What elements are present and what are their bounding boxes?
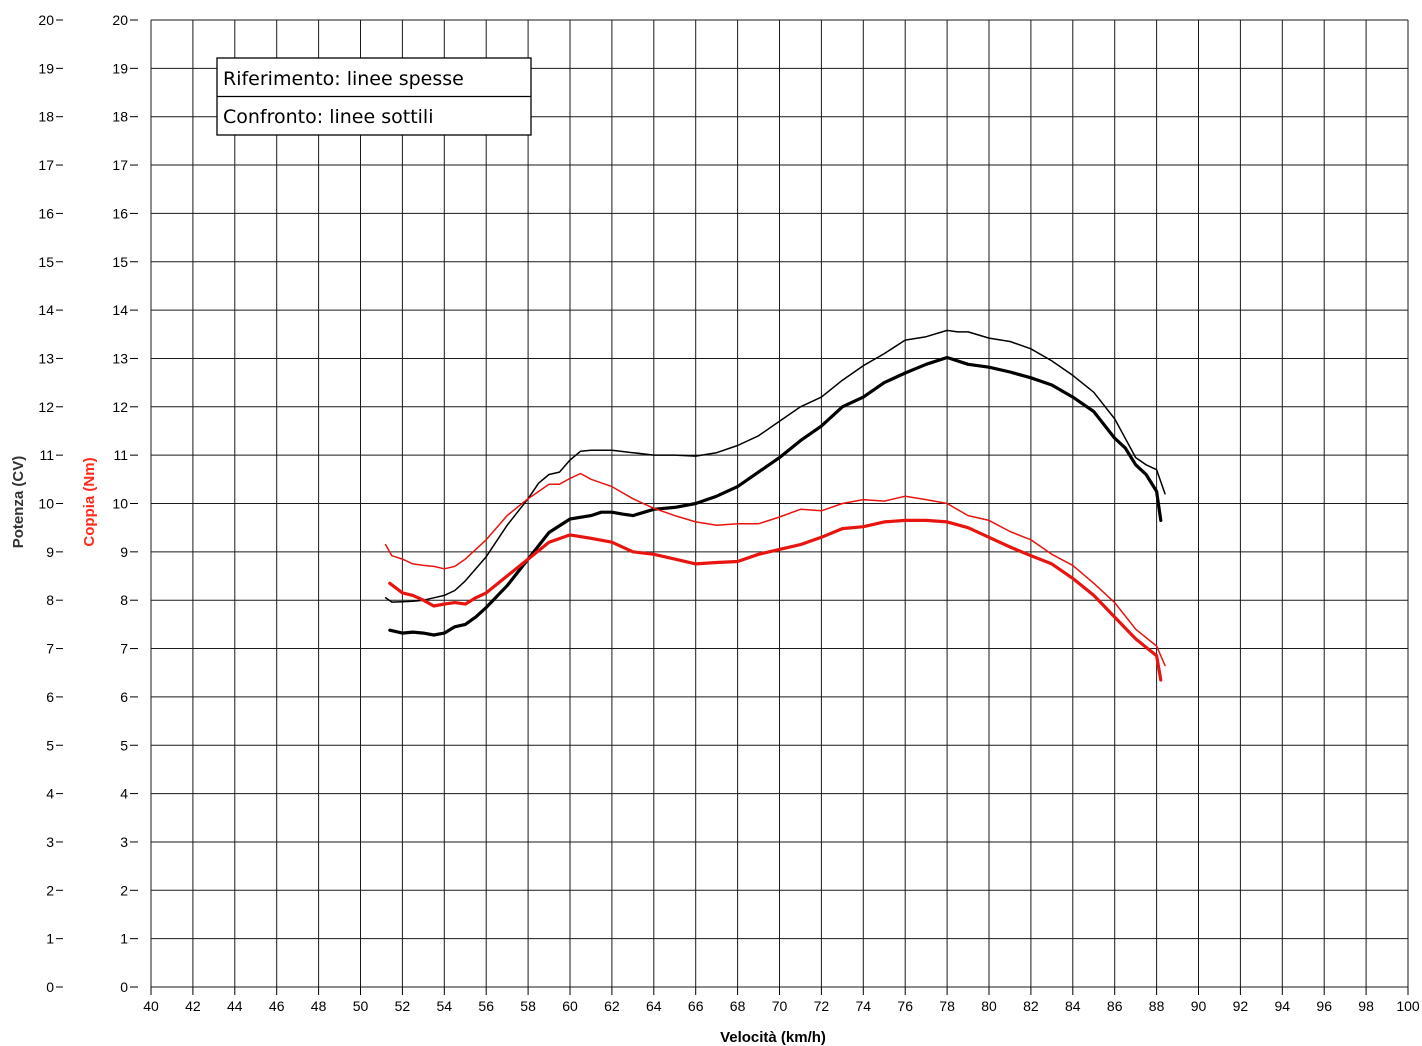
torque-tick-label: 13	[112, 350, 128, 366]
torque-tick-label: 5	[120, 737, 128, 753]
x-tick-label: 50	[353, 998, 369, 1014]
x-tick-label: 96	[1316, 998, 1332, 1014]
x-tick-label: 92	[1233, 998, 1249, 1014]
torque-tick-label: 19	[112, 60, 128, 76]
torque-tick-label: 11	[113, 447, 128, 463]
power-tick-label: 3	[46, 834, 54, 850]
series-lines	[384, 329, 1166, 682]
x-tick-label: 66	[688, 998, 704, 1014]
torque-tick-label: 6	[120, 689, 128, 705]
power-tick-label: 11	[39, 447, 54, 463]
power-tick-label: 20	[38, 12, 54, 28]
power-tick-label: 19	[38, 60, 54, 76]
power-tick-label: 2	[46, 882, 54, 898]
x-tick-label: 82	[1023, 998, 1039, 1014]
x-tick-label: 54	[437, 998, 453, 1014]
grid	[150, 19, 1409, 988]
power-tick-label: 10	[38, 496, 54, 512]
power-tick-label: 1	[46, 931, 54, 947]
torque-tick-label: 12	[112, 399, 128, 415]
torque-tick-label: 18	[112, 109, 128, 125]
power-tick-label: 13	[38, 350, 54, 366]
torque-tick-label: 17	[112, 157, 128, 173]
torque-tick-label: 7	[120, 641, 128, 657]
power-tick-label: 5	[46, 737, 54, 753]
x-tick-label: 62	[604, 998, 620, 1014]
x-tick-label: 40	[143, 998, 159, 1014]
x-tick-label: 48	[311, 998, 327, 1014]
power-tick-label: 16	[38, 205, 54, 221]
x-tick-label: 90	[1191, 998, 1207, 1014]
x-tick-label: 56	[478, 998, 494, 1014]
power-tick-label: 4	[46, 786, 54, 802]
x-tick-label: 42	[185, 998, 201, 1014]
power-thin-line	[384, 329, 1166, 603]
x-tick-label: 68	[730, 998, 746, 1014]
legend-entry-reference: Riferimento: linee spesse	[223, 68, 464, 90]
power-tick-label: 12	[38, 399, 54, 415]
x-tick-label: 78	[939, 998, 955, 1014]
torque-tick-label: 4	[120, 786, 128, 802]
torque-tick-label: 0	[120, 979, 128, 995]
power-tick-label: 6	[46, 689, 54, 705]
torque-tick-label: 16	[112, 205, 128, 221]
torque-tick-label: 2	[120, 882, 128, 898]
power-tick-label: 18	[38, 109, 54, 125]
x-axis-title: Velocità (km/h)	[720, 1029, 826, 1046]
x-tick-label: 46	[269, 998, 285, 1014]
x-tick-label: 72	[814, 998, 830, 1014]
power-tick-label: 14	[38, 302, 54, 318]
x-tick-label: 98	[1358, 998, 1374, 1014]
torque-thin-line	[384, 472, 1166, 667]
torque-tick-label: 1	[120, 931, 128, 947]
x-tick-label: 84	[1065, 998, 1081, 1014]
legend-entry-comparison: Confronto: linee sottili	[223, 106, 433, 128]
power-tick-label: 7	[46, 641, 54, 657]
power-tick-label: 0	[46, 979, 54, 995]
x-axis: 40 42 44 46 48 50 52 54 56 58 60 62 64 66 68 70 72 74 76 78…	[143, 987, 1420, 1014]
x-tick-label: 74	[856, 998, 872, 1014]
power-tick-label: 15	[38, 254, 54, 270]
torque-axis-title: Coppia (Nm)	[81, 457, 98, 546]
x-tick-label: 86	[1107, 998, 1123, 1014]
torque-tick-label: 8	[120, 592, 128, 608]
torque-tick-label: 15	[112, 254, 128, 270]
x-tick-label: 88	[1149, 998, 1165, 1014]
torque-tick-label: 20	[112, 12, 128, 28]
x-tick-label: 44	[227, 998, 243, 1014]
power-thick-line	[388, 355, 1163, 637]
x-tick-label: 60	[562, 998, 578, 1014]
torque-tick-label: 14	[112, 302, 128, 318]
torque-tick-label: 10	[112, 496, 128, 512]
x-tick-label: 94	[1275, 998, 1291, 1014]
legend: Riferimento: linee spesse Confronto: lin…	[216, 57, 532, 136]
torque-tick-label: 9	[120, 544, 128, 560]
power-axis-title: Potenza (CV)	[10, 456, 27, 549]
x-tick-label: 64	[646, 998, 662, 1014]
x-tick-label: 100	[1396, 998, 1420, 1014]
power-tick-label: 9	[46, 544, 54, 560]
power-tick-label: 17	[38, 157, 54, 173]
x-tick-label: 76	[897, 998, 913, 1014]
torque-tick-label: 3	[120, 834, 128, 850]
x-tick-label: 52	[395, 998, 411, 1014]
x-tick-label: 80	[981, 998, 997, 1014]
x-tick-label: 58	[520, 998, 536, 1014]
torque-thick-line	[388, 518, 1163, 682]
x-tick-label: 70	[772, 998, 788, 1014]
power-tick-label: 8	[46, 592, 54, 608]
